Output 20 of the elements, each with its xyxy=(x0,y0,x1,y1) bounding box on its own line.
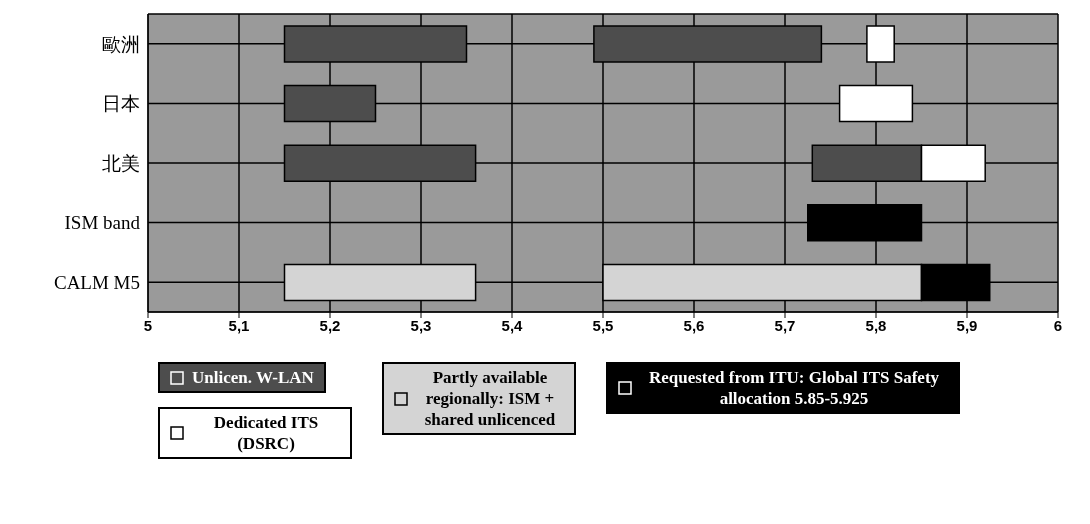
x-tick-label: 5,2 xyxy=(319,316,341,334)
x-tick-label: 5,1 xyxy=(228,316,250,334)
y-tick-label: CALM M5 xyxy=(53,271,140,293)
y-tick-label: 日本 xyxy=(102,93,140,115)
x-tick-label: 5 xyxy=(143,316,153,334)
x-tick-label: 5,3 xyxy=(410,316,432,334)
x-tick-label: 5,8 xyxy=(865,316,887,334)
y-tick-label: 北美 xyxy=(102,152,140,174)
legend-label: Dedicated ITS (DSRC) xyxy=(212,412,320,454)
x-tick-label: 6 xyxy=(1053,316,1063,334)
y-tick-label: 歐洲 xyxy=(102,33,140,55)
legend-label: Requested from ITU: Global ITS Safety allocation 5.85-5.925 xyxy=(647,367,941,409)
x-tick-label: 5,5 xyxy=(592,316,614,334)
x-tick-label: 5,4 xyxy=(501,316,524,334)
legend-label: Partly available regionally: ISM + shared unlicenced xyxy=(423,367,557,430)
x-tick-label: 5,9 xyxy=(956,316,978,334)
x-tick-label: 5,7 xyxy=(774,316,796,334)
x-tick-label: 5,6 xyxy=(683,316,705,334)
legend-label: Unlicen. W-LAN xyxy=(192,367,314,388)
y-tick-label: ISM band xyxy=(64,212,141,234)
